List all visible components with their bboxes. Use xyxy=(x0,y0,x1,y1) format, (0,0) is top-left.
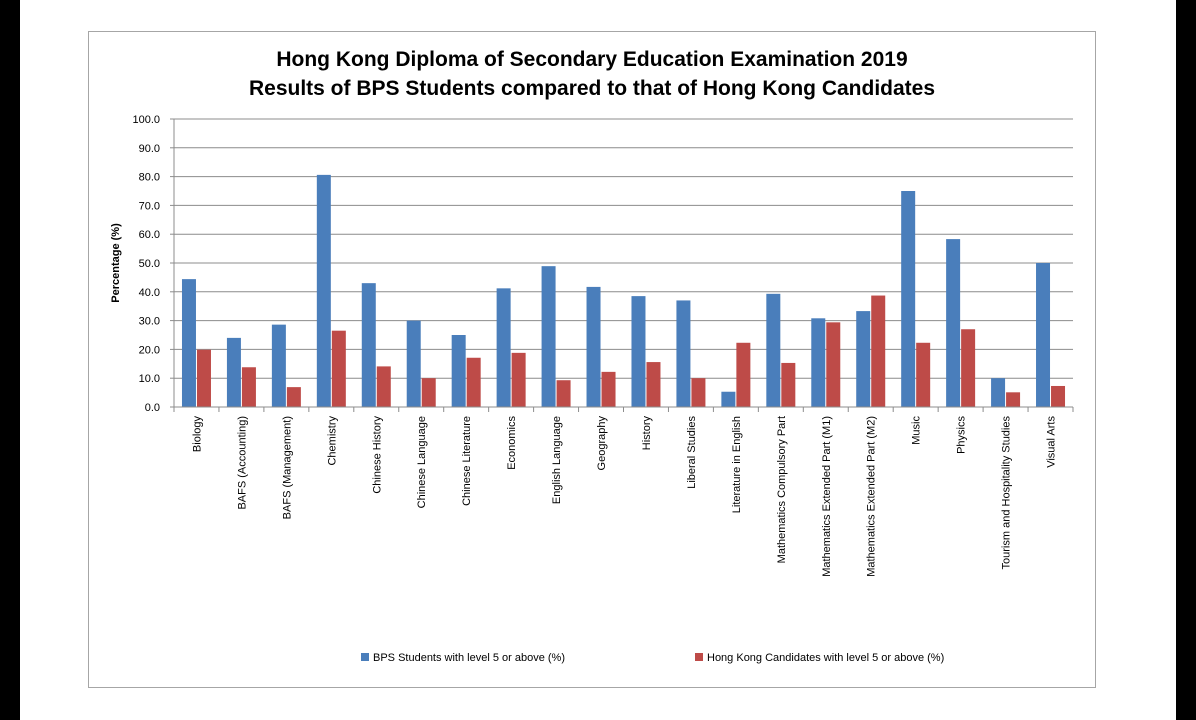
category-label: Chemistry xyxy=(326,416,338,466)
category-label: Literature in English xyxy=(731,416,743,513)
y-tick-label: 10.0 xyxy=(139,373,160,385)
y-tick-label: 50.0 xyxy=(139,258,160,270)
bar-hk-11 xyxy=(691,378,706,407)
bar-hk-1 xyxy=(241,367,256,407)
y-tick-label: 40.0 xyxy=(139,287,160,299)
category-label: BAFS (Management) xyxy=(281,416,293,519)
bar-bps-18 xyxy=(991,378,1006,407)
chart-title-line-1: Hong Kong Diploma of Secondary Education… xyxy=(276,48,907,71)
category-label: Liberal Studies xyxy=(686,416,698,489)
category-label: Chinese Literature xyxy=(461,416,473,506)
bar-hk-5 xyxy=(421,378,436,407)
y-tick-label: 30.0 xyxy=(139,316,160,328)
bar-hk-15 xyxy=(871,295,886,407)
gridlines xyxy=(174,118,1073,408)
bar-bps-10 xyxy=(631,296,646,407)
bar-bps-16 xyxy=(901,191,916,407)
y-tick-label: 20.0 xyxy=(139,344,160,356)
category-label: English Language xyxy=(551,416,563,504)
bar-bps-5 xyxy=(406,320,421,407)
bar-hk-18 xyxy=(1006,392,1021,407)
bar-hk-9 xyxy=(601,371,616,407)
x-axis xyxy=(173,119,1074,412)
legend-label: Hong Kong Candidates with level 5 or abo… xyxy=(707,652,944,664)
bar-hk-8 xyxy=(556,380,571,407)
chart-area: Hong Kong Diploma of Secondary Education… xyxy=(88,31,1096,688)
category-label: Chinese Language xyxy=(416,416,428,508)
y-tick-label: 0.0 xyxy=(145,402,160,414)
y-axis-ticks: 0.0 10.0 20.0 30.0 40.0 50.0 60.0 70.0 80.0 90.0 1… xyxy=(132,114,174,414)
category-label: Physics xyxy=(956,416,968,454)
category-label: BAFS (Accounting) xyxy=(236,416,248,510)
y-tick-label: 80.0 xyxy=(139,172,160,184)
bar-hk-17 xyxy=(961,329,976,407)
y-axis-title: Percentage (%) xyxy=(110,223,122,303)
bar-bps-6 xyxy=(451,335,466,407)
bar-hk-13 xyxy=(781,362,796,407)
y-tick-label: 60.0 xyxy=(139,229,160,241)
category-label: Mathematics Extended Part (M2) xyxy=(866,416,878,577)
legend-swatch xyxy=(695,653,703,661)
bar-hk-0 xyxy=(196,349,211,407)
bar-bps-7 xyxy=(496,288,511,407)
chart-title-line-2: Results of BPS Students compared to that… xyxy=(249,77,935,100)
y-tick-label: 100.0 xyxy=(132,114,160,126)
y-tick-label: 90.0 xyxy=(139,143,160,155)
legend: BPS Students with level 5 or above (%) Ho… xyxy=(361,652,944,664)
bar-bps-19 xyxy=(1036,263,1051,407)
y-tick-label: 70.0 xyxy=(139,200,160,212)
bar-hk-4 xyxy=(376,366,391,407)
bar-hk-10 xyxy=(646,362,661,407)
category-label: Music xyxy=(911,416,923,445)
bar-hk-16 xyxy=(916,342,931,407)
category-label: Mathematics Extended Part (M1) xyxy=(821,416,833,577)
category-labels: Biology BAFS (Accounting) BAFS (Management… xyxy=(191,416,1057,577)
bar-hk-2 xyxy=(286,387,301,407)
category-label: Biology xyxy=(191,416,203,453)
bar-bps-9 xyxy=(586,286,601,407)
category-label: Economics xyxy=(506,416,518,470)
bar-bps-17 xyxy=(946,239,961,407)
bar-chart: Hong Kong Diploma of Secondary Education… xyxy=(110,48,1074,664)
bar-bps-3 xyxy=(316,174,331,407)
bar-hk-14 xyxy=(826,322,841,407)
bar-hk-12 xyxy=(736,342,751,407)
bar-bps-12 xyxy=(721,391,736,407)
bar-bps-14 xyxy=(811,318,826,407)
legend-swatch xyxy=(361,653,369,661)
bar-bps-13 xyxy=(766,293,781,407)
category-label: History xyxy=(641,416,653,451)
bar-bps-2 xyxy=(271,324,286,407)
legend-label: BPS Students with level 5 or above (%) xyxy=(373,652,565,664)
bar-hk-6 xyxy=(466,357,481,407)
bar-bps-15 xyxy=(856,311,871,407)
page: Hong Kong Diploma of Secondary Education… xyxy=(20,0,1176,720)
bar-hk-19 xyxy=(1051,385,1066,407)
bar-bps-4 xyxy=(361,283,376,407)
bar-hk-3 xyxy=(331,330,346,407)
bar-bps-0 xyxy=(181,279,196,407)
category-label: Visual Arts xyxy=(1046,416,1058,468)
category-label: Geography xyxy=(596,416,608,471)
bars xyxy=(181,174,1066,407)
category-label: Chinese History xyxy=(371,416,383,494)
bar-bps-11 xyxy=(676,300,691,407)
category-label: Mathematics Compulsory Part xyxy=(776,416,788,563)
bar-hk-7 xyxy=(511,352,526,407)
bar-bps-8 xyxy=(541,266,556,407)
category-label: Tourism and Hospitality Studies xyxy=(1001,416,1013,570)
bar-bps-1 xyxy=(226,337,241,407)
